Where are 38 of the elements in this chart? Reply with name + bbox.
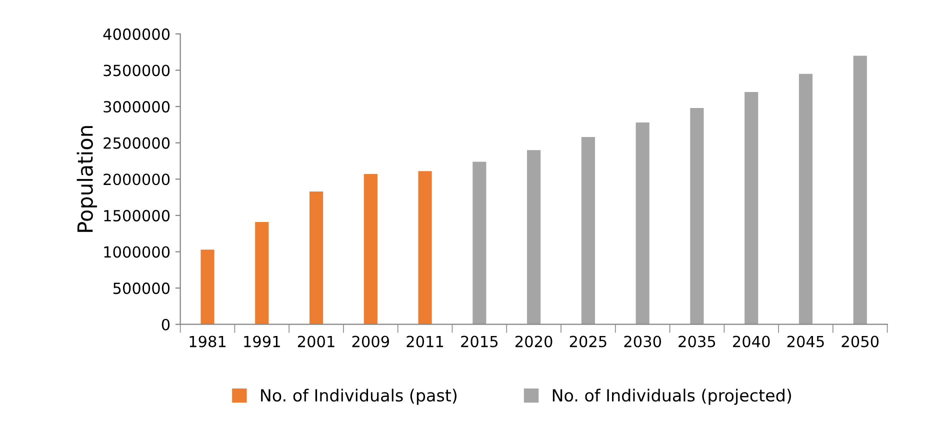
x-tick-label: 2040 [733,336,770,348]
bar [744,92,758,324]
y-tick-label: 500000 [113,282,170,294]
y-tick-label: 2000000 [104,174,170,186]
y-tick-label: 3500000 [104,64,170,76]
x-tick-label: 2030 [624,336,662,348]
x-tick-label: 2045 [787,336,824,348]
legend-label: No. of Individuals (projected) [552,388,791,405]
x-tick-label: 2015 [461,336,498,348]
legend-label: No. of Individuals (past) [261,388,457,405]
bar [798,74,813,324]
bar [690,108,704,324]
x-tick-label: 2025 [570,336,606,348]
y-tick-label: 4000000 [103,28,170,40]
y-tick-label: 3000000 [104,100,170,113]
bar [309,191,324,324]
bar [853,56,867,324]
x-tick-label: 2050 [842,336,879,348]
bar [527,150,541,324]
bar [255,222,269,324]
bar [418,171,432,324]
x-tick-label: 2011 [406,336,444,348]
bar [364,174,378,324]
x-tick-label: 1981 [190,336,226,348]
x-tick-label: 2020 [515,336,552,348]
bar [472,162,486,324]
y-tick-label: 1500000 [104,210,170,222]
y-tick-label: 2500000 [104,137,170,149]
x-tick-label: 1991 [244,336,280,348]
x-tick-label: 2009 [352,336,390,348]
bar [636,122,650,324]
x-tick-label: 2001 [298,336,334,348]
y-axis-title: Population [76,126,97,232]
bar [581,137,595,324]
bar [200,250,214,324]
y-tick-label: 0 [162,318,170,330]
y-tick-label: 1000000 [104,246,170,258]
x-tick-label: 2035 [678,336,716,348]
